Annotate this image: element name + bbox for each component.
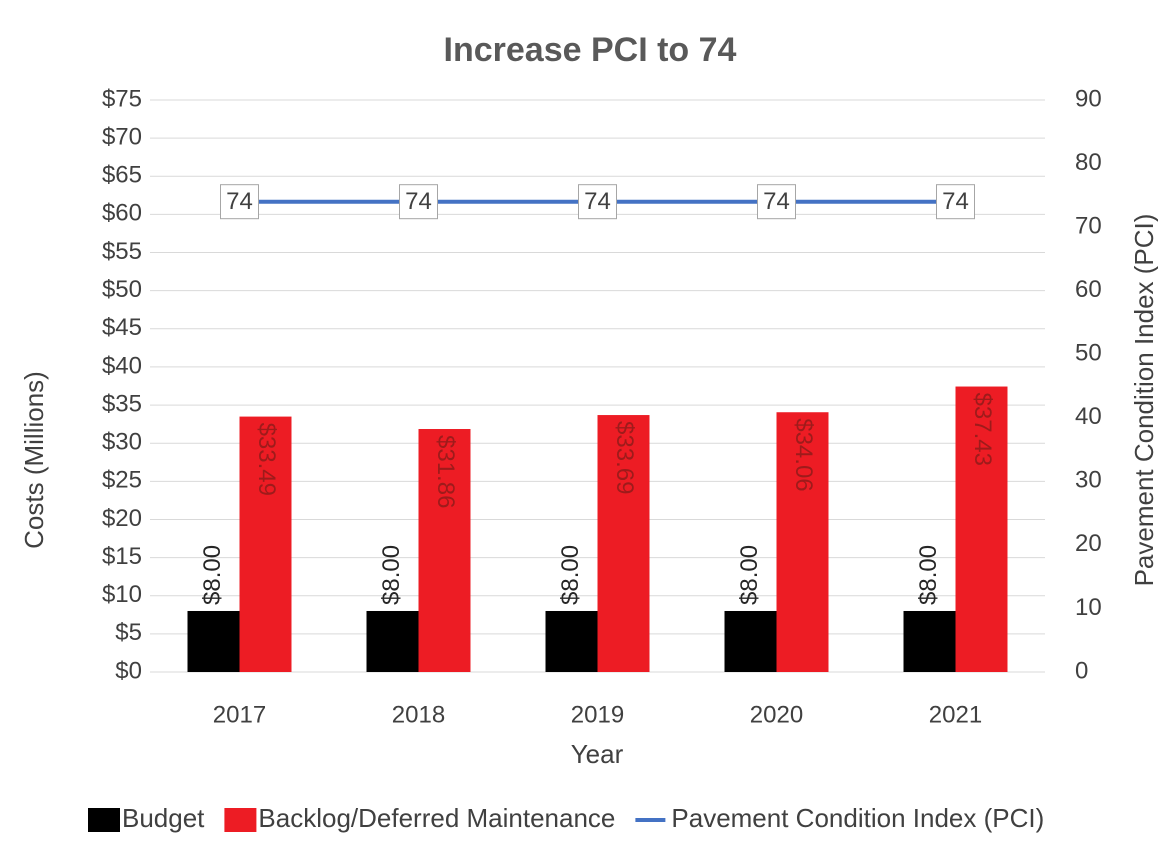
- legend-swatch: [88, 808, 120, 832]
- y-tick-label: $65: [102, 162, 142, 189]
- data-label: $31.86: [432, 435, 459, 508]
- data-label: $8.00: [736, 545, 763, 605]
- x-tick-label: 2018: [392, 701, 445, 728]
- bar: [545, 610, 598, 672]
- data-label-box: [936, 184, 975, 220]
- data-label-box: [757, 184, 796, 220]
- bar: [239, 416, 292, 672]
- y2-tick-label: 50: [1075, 340, 1102, 367]
- y-tick-label: $45: [102, 314, 142, 341]
- y-axis-title: Costs (Millions): [19, 371, 49, 549]
- x-tick-label: 2017: [213, 701, 266, 728]
- y-tick-label: $15: [102, 543, 142, 570]
- y2-tick-label: 30: [1075, 467, 1102, 494]
- y-tick-label: $30: [102, 429, 142, 456]
- y-tick-label: $25: [102, 467, 142, 494]
- y-tick-label: $0: [115, 657, 142, 684]
- y2-axis-title: Pavement Condition Index (PCI): [1129, 214, 1158, 587]
- legend-label: Backlog/Deferred Maintenance: [258, 803, 615, 833]
- y-tick-label: $75: [102, 85, 142, 112]
- data-label-box: [578, 184, 617, 220]
- data-label: $34.06: [790, 418, 817, 491]
- y-tick-label: $70: [102, 123, 142, 150]
- y2-tick-label: 40: [1075, 403, 1102, 430]
- data-label: $37.43: [969, 393, 996, 466]
- data-label: 74: [405, 188, 432, 215]
- bar: [418, 429, 471, 672]
- data-label: $8.00: [915, 545, 942, 605]
- data-label-box: [399, 184, 438, 220]
- data-label-box: [220, 184, 259, 220]
- bar: [187, 610, 240, 672]
- x-axis-title: Year: [571, 739, 624, 769]
- legend-label: Pavement Condition Index (PCI): [671, 803, 1044, 833]
- bar: [724, 610, 777, 672]
- data-label: $33.49: [253, 423, 280, 496]
- legend-label: Budget: [122, 803, 205, 833]
- data-label: 74: [584, 188, 611, 215]
- y2-tick-label: 10: [1075, 594, 1102, 621]
- y2-tick-label: 0: [1075, 657, 1088, 684]
- bar: [955, 386, 1008, 672]
- y-tick-label: $40: [102, 352, 142, 379]
- data-label: $8.00: [378, 545, 405, 605]
- data-label: 74: [763, 188, 790, 215]
- data-label: 74: [942, 188, 969, 215]
- y2-tick-label: 20: [1075, 530, 1102, 557]
- bar: [366, 610, 419, 672]
- data-label: $33.69: [611, 421, 638, 494]
- data-label: 74: [226, 188, 253, 215]
- x-tick-label: 2019: [571, 701, 624, 728]
- y2-tick-label: 80: [1075, 149, 1102, 176]
- legend-swatch: [224, 808, 257, 832]
- data-label: $8.00: [199, 545, 226, 605]
- y2-tick-label: 70: [1075, 212, 1102, 239]
- x-tick-label: 2020: [750, 701, 803, 728]
- chart-title: Increase PCI to 74: [444, 31, 737, 69]
- y-tick-label: $50: [102, 276, 142, 303]
- bar: [903, 610, 956, 672]
- bar: [776, 412, 829, 672]
- y2-tick-label: 60: [1075, 276, 1102, 303]
- y-tick-label: $5: [115, 619, 142, 646]
- y2-tick-label: 90: [1075, 85, 1102, 112]
- y-tick-label: $10: [102, 581, 142, 608]
- y-tick-label: $20: [102, 505, 142, 532]
- data-label: $8.00: [557, 545, 584, 605]
- y-tick-label: $35: [102, 390, 142, 417]
- y-tick-label: $55: [102, 238, 142, 265]
- y-tick-label: $60: [102, 200, 142, 227]
- x-tick-label: 2021: [929, 701, 982, 728]
- bar: [597, 415, 650, 672]
